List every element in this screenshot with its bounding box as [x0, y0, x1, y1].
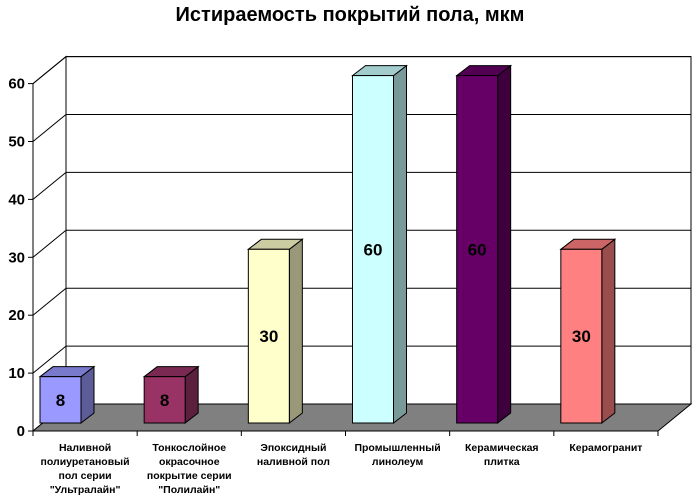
bar-side	[497, 64, 512, 425]
gridline	[32, 56, 691, 84]
category-label: Наливной полиуретановый пол серии "Ультрала…	[41, 442, 130, 496]
bars: 8 8 30 60 60 30	[38, 64, 617, 425]
bar: 8	[142, 365, 200, 425]
bar-side	[601, 238, 616, 425]
y-tick-label: 20	[8, 307, 25, 324]
bar: 30	[246, 238, 304, 425]
chart-title: Истираемость покрытий пола, мкм	[176, 4, 525, 26]
bar-front	[39, 376, 82, 424]
data-label: 30	[259, 327, 278, 346]
bar-front	[560, 248, 603, 424]
bar-front	[352, 75, 394, 424]
bar-side	[393, 64, 407, 425]
bar: 60	[351, 64, 408, 425]
category-label: Керамогранит	[569, 442, 642, 454]
data-label: 8	[160, 391, 169, 410]
y-tick-label: 0	[17, 423, 25, 440]
data-label: 8	[56, 391, 65, 410]
y-tick-label: 40	[8, 191, 25, 208]
category-label: Тонкослойное окрасочное покрытие серии "Пол…	[147, 442, 232, 496]
bar: 60	[455, 64, 513, 425]
bar-front	[143, 376, 186, 424]
x-axis: Наливной полиуретановый пол серии "Ультрала…	[32, 430, 659, 496]
bar-side	[288, 238, 303, 425]
bar: 30	[559, 238, 617, 425]
data-label: 60	[468, 240, 487, 259]
bar: 8	[38, 365, 96, 425]
y-tick-label: 10	[8, 365, 25, 382]
category-label: Эпоксидный наливной пол	[257, 442, 330, 468]
data-label: 30	[572, 327, 591, 346]
category-label: Керамическая плитка	[465, 442, 539, 468]
bar-front	[247, 248, 290, 424]
y-tick-label: 60	[8, 76, 25, 93]
y-tick-label: 30	[8, 249, 25, 266]
data-label: 60	[364, 240, 383, 259]
category-label: Промышленный линолеум	[354, 442, 440, 468]
bar-front	[456, 75, 499, 424]
y-tick-label: 50	[8, 134, 25, 151]
y-axis: 0 10 20 30 40 50 60	[8, 76, 34, 440]
